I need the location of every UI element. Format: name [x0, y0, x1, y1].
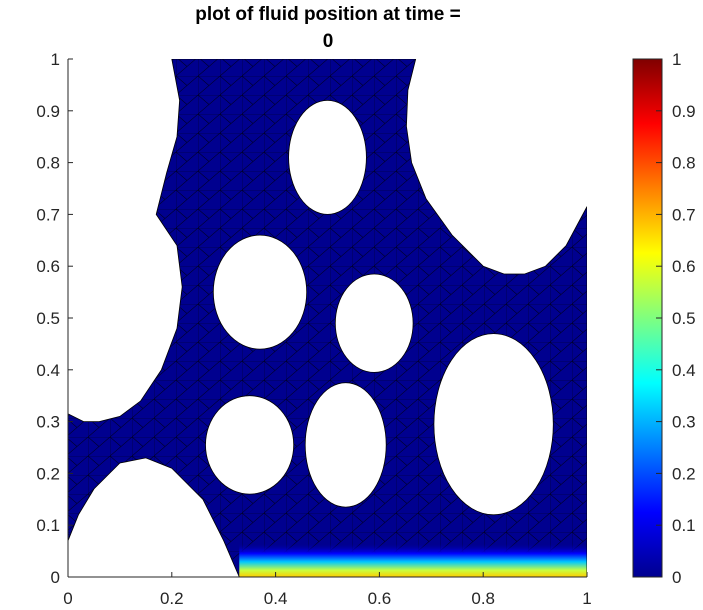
y-tick-label: 1 — [51, 50, 60, 69]
chart-title-line2: 0 — [323, 31, 334, 52]
x-tick-label: 0 — [63, 589, 72, 608]
y-tick-label: 0.1 — [36, 516, 60, 535]
chart-title-line1: plot of fluid position at time = — [195, 4, 460, 25]
y-tick-label: 0.9 — [36, 102, 60, 121]
colorbar-tick-label: 0.4 — [672, 361, 696, 380]
colorbar-tick-label: 0.9 — [672, 102, 696, 121]
y-tick-label: 0.8 — [36, 154, 60, 173]
y-tick-label: 0.3 — [36, 413, 60, 432]
x-tick-label: 0.8 — [471, 589, 495, 608]
colorbar-tick-label: 0.7 — [672, 205, 696, 224]
y-tick-label: 0.4 — [36, 361, 60, 380]
fluid-front-band — [239, 543, 587, 577]
colorbar-tick-label: 1 — [672, 50, 681, 69]
y-tick-label: 0.6 — [36, 257, 60, 276]
domain-layer — [68, 59, 587, 577]
colorbar-tick-label: 0.1 — [672, 516, 696, 535]
colorbar-tick-label: 0.6 — [672, 257, 696, 276]
colorbar-tick-label: 0.8 — [672, 154, 696, 173]
colorbar-tick-label: 0.3 — [672, 413, 696, 432]
x-tick-label: 0.2 — [160, 589, 184, 608]
triangulation-mesh — [68, 59, 587, 577]
colorbar: 0 0.1 0.2 0.3 0.4 0.5 0.6 0.7 0.8 0.9 1 — [632, 50, 696, 587]
colorbar-ticks: 0 0.1 0.2 0.3 0.4 0.5 0.6 0.7 0.8 0.9 1 — [656, 50, 696, 587]
y-ticks: 0 0.1 0.2 0.3 0.4 0.5 0.6 0.7 0.8 0.9 1 — [36, 50, 73, 587]
colorbar-tick-label: 0.5 — [672, 309, 696, 328]
plot-axes: 0 0.2 0.4 0.6 0.8 1 0 0.1 0.2 0.3 0.4 0.5 0.6 0.7 0.8… — [36, 50, 591, 608]
x-tick-label: 0.6 — [368, 589, 392, 608]
y-tick-label: 0 — [51, 568, 60, 587]
colorbar-tick-label: 0 — [672, 568, 681, 587]
colorbar-tick-label: 0.2 — [672, 464, 696, 483]
y-tick-label: 0.7 — [36, 205, 60, 224]
y-tick-label: 0.2 — [36, 464, 60, 483]
domain-outline — [68, 59, 587, 577]
x-tick-label: 1 — [582, 589, 591, 608]
x-tick-label: 0.4 — [264, 589, 288, 608]
x-ticks: 0 0.2 0.4 0.6 0.8 1 — [63, 572, 592, 608]
y-tick-label: 0.5 — [36, 309, 60, 328]
